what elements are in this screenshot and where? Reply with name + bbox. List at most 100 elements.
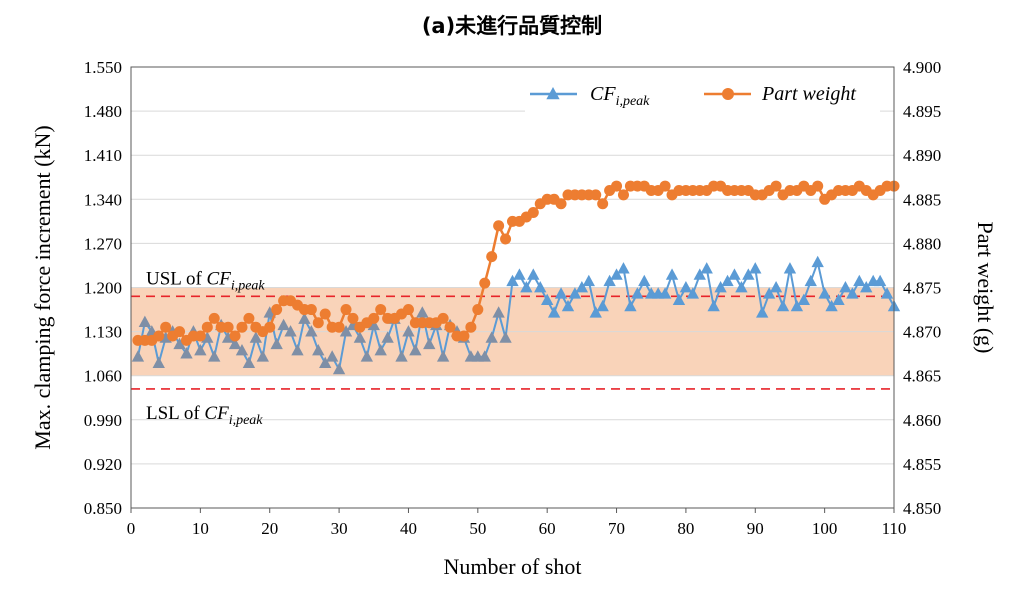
cf-point [173,337,186,350]
cf-point [298,312,311,324]
cf-point [742,268,755,280]
cf-point [554,287,568,299]
cf-point [589,306,602,318]
weight-point [153,330,165,342]
cf-point [242,356,256,368]
weight-point [375,304,387,316]
weight-point [527,207,539,219]
cf-point [547,306,561,318]
cf-point [679,281,693,293]
weight-point [312,317,324,329]
cf-point [568,287,582,299]
weight-point [617,189,629,201]
cf-point [506,274,519,287]
weight-point [458,330,470,342]
legend-cf-label: CFi,peak [590,83,650,109]
x-tick-label: 100 [812,519,838,538]
y-left-tick-label: 1.200 [84,279,122,298]
cf-point [707,299,720,312]
cf-point [561,299,575,312]
weight-point [160,321,172,333]
cf-point [603,274,616,287]
x-tick-label: 80 [677,519,694,538]
cf-point [423,337,436,350]
cf-point [790,299,804,312]
cf-point [610,268,623,280]
y-right-tick-label: 4.860 [903,411,941,430]
cf-point [783,262,797,274]
cf-point [284,325,297,337]
y-left-tick-label: 1.130 [84,323,122,342]
weight-point [222,321,234,333]
cf-point [811,255,824,268]
tick-labels: 0.850 0.920 0.990 1.060 1.130 1.200 1.270 1.340… [84,58,942,538]
weight-point [236,321,248,333]
cf-point [853,274,866,287]
y-right-tick-label: 4.875 [903,279,941,298]
cf-point [485,331,498,343]
cf-point [291,344,304,356]
y-right-tick-label: 4.870 [903,323,941,342]
cf-point [527,268,540,280]
legend-background [525,76,880,112]
y-left-tick-label: 1.410 [84,146,122,165]
weight-point [611,180,623,192]
x-tick-label: 110 [882,519,907,538]
weight-point [444,321,456,333]
cf-point [312,344,325,356]
cf-point [402,325,415,337]
cf-point [374,344,387,356]
cf-point [686,287,700,299]
usl-label-sub: i,peak [231,278,266,293]
cf-point [880,287,894,299]
y-axis-left-title: Max. clamping force increment (kN) [30,125,55,449]
weight-point [770,180,782,192]
cf-point [131,350,145,362]
cf-point [492,306,505,318]
cf-point [596,299,609,312]
cf-point [658,287,672,299]
usl-label: USL of CFi,peak [146,268,265,293]
cf-point [756,306,769,318]
y-right-tick-label: 4.900 [903,58,941,77]
weight-point [174,326,186,338]
legend-cf-sub: i,peak [616,94,651,109]
cf-point [832,293,845,305]
weight-point [402,304,414,316]
legend-item-weight: Part weight [704,83,856,105]
cf-point [513,268,526,280]
weight-point [479,277,491,289]
cf-point [541,293,554,305]
cf-point [749,262,762,274]
cf-point [818,287,831,299]
weight-point [347,312,359,324]
x-tick-label: 40 [400,519,417,538]
cf-point [665,268,679,280]
cf-point [499,331,512,343]
x-tick-label: 50 [469,519,486,538]
cf-point [360,350,374,362]
x-tick-label: 10 [192,519,209,538]
cf-point [152,356,165,368]
x-tick-label: 70 [608,519,625,538]
weight-point [555,198,567,210]
legend: CFi,peak Part weight [525,76,880,112]
x-tick-label: 30 [331,519,348,538]
cf-point [332,362,346,375]
weight-point [201,321,213,333]
cf-point [339,325,353,337]
weight-point [243,312,255,324]
weight-point [305,304,317,316]
cf-point [714,281,727,293]
weight-point [194,330,206,342]
y-right-tick-label: 4.850 [903,499,941,518]
cf-point [638,274,651,287]
cf-point [776,299,790,312]
x-tick-label: 60 [539,519,556,538]
cf-point [721,274,734,287]
y-left-tick-label: 1.340 [84,190,122,209]
cf-point [839,281,852,293]
x-axis-title: Number of shot [443,554,581,579]
y-right-tick-label: 4.885 [903,190,941,209]
cf-point [381,331,394,343]
